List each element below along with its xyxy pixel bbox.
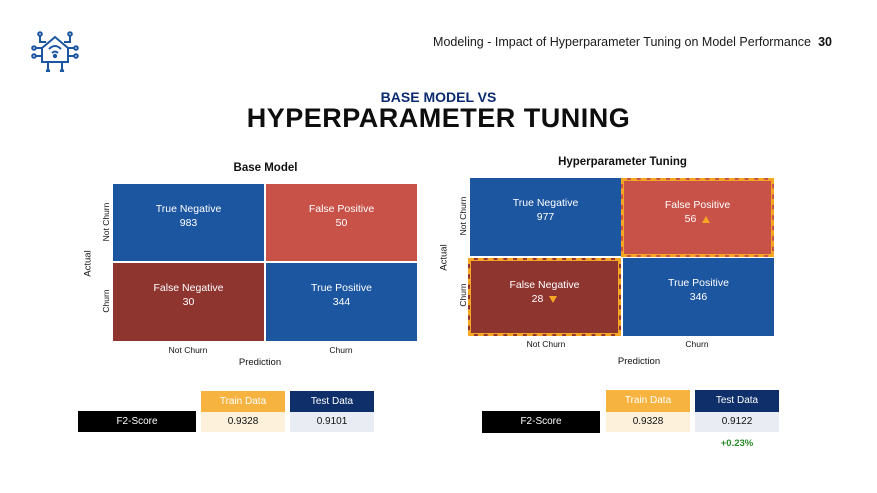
tuned-col-label-churn: Churn bbox=[685, 339, 709, 349]
smart-home-circuit-icon bbox=[30, 28, 80, 74]
cell-value: 346 bbox=[689, 291, 708, 303]
tuned-false-positive-cell: False Positive 56 bbox=[621, 178, 774, 257]
cell-value: 30 bbox=[182, 296, 195, 308]
cell-value: 56 bbox=[684, 213, 697, 225]
tuned-row-label-not-churn: Not Churn bbox=[458, 196, 468, 236]
tuned-false-negative-cell: False Negative 28 bbox=[468, 258, 621, 336]
base-f2-row-label: F2-Score bbox=[78, 411, 196, 432]
base-col-label-churn: Churn bbox=[329, 345, 353, 355]
cell-value: 50 bbox=[335, 217, 348, 229]
base-false-negative-cell: False Negative 30 bbox=[113, 263, 264, 341]
base-false-positive-cell: False Positive 50 bbox=[266, 184, 417, 261]
base-row-label-churn: Churn bbox=[101, 289, 111, 313]
tuned-model-title: Hyperparameter Tuning bbox=[558, 156, 687, 168]
base-test-header: Test Data bbox=[290, 391, 374, 412]
cell-value: 977 bbox=[536, 211, 555, 223]
base-train-header: Train Data bbox=[201, 391, 285, 412]
tuned-col-label-not-churn: Not Churn bbox=[526, 339, 566, 349]
base-model-title: Base Model bbox=[233, 162, 298, 174]
tuned-row-label-churn: Churn bbox=[458, 283, 468, 307]
cell-label: False Positive bbox=[308, 203, 375, 215]
cell-value: 344 bbox=[332, 296, 351, 308]
cell-label: True Negative bbox=[155, 203, 222, 215]
tuned-x-axis-label: Prediction bbox=[617, 356, 661, 367]
base-train-value: 0.9328 bbox=[201, 412, 285, 432]
cell-label: False Negative bbox=[509, 279, 580, 291]
base-x-axis-label: Prediction bbox=[238, 357, 282, 368]
base-y-axis-label: Actual bbox=[82, 250, 94, 277]
cell-label: False Negative bbox=[153, 282, 224, 294]
tuned-y-axis-label: Actual bbox=[438, 244, 450, 271]
subtitle: BASE MODEL VS bbox=[380, 89, 497, 105]
increase-arrow-icon bbox=[702, 215, 711, 223]
base-true-negative-cell: True Negative 983 bbox=[113, 184, 264, 261]
cell-value-wrap: 28 bbox=[470, 292, 619, 306]
tuned-test-header: Test Data bbox=[695, 390, 779, 412]
cell-label: True Negative bbox=[512, 197, 579, 209]
base-col-label-not-churn: Not Churn bbox=[168, 345, 208, 355]
page-number: 30 bbox=[818, 35, 832, 49]
tuned-train-value: 0.9328 bbox=[606, 412, 690, 432]
decrease-arrow-icon bbox=[549, 295, 558, 303]
cell-label: True Positive bbox=[668, 277, 729, 289]
cell-label: False Positive bbox=[664, 199, 731, 211]
base-true-positive-cell: True Positive 344 bbox=[266, 263, 417, 341]
tuned-test-value: 0.9122 bbox=[695, 412, 779, 432]
page-title: HYPERPARAMETER TUNING bbox=[246, 103, 631, 133]
cell-value: 28 bbox=[531, 293, 544, 305]
cell-label: True Positive bbox=[311, 282, 372, 294]
base-row-label-not-churn: Not Churn bbox=[101, 202, 111, 242]
base-test-value: 0.9101 bbox=[290, 412, 374, 432]
tuned-train-header: Train Data bbox=[606, 390, 690, 412]
tuned-true-positive-cell: True Positive 346 bbox=[623, 258, 774, 336]
cell-value: 983 bbox=[179, 217, 198, 229]
cell-value-wrap: 56 bbox=[623, 212, 772, 226]
tuned-f2-row-label: F2-Score bbox=[482, 411, 600, 433]
tuned-true-negative-cell: True Negative 977 bbox=[470, 178, 621, 256]
header-title: Modeling - Impact of Hyperparameter Tuni… bbox=[433, 35, 811, 49]
test-score-delta: +0.23% bbox=[720, 438, 754, 449]
